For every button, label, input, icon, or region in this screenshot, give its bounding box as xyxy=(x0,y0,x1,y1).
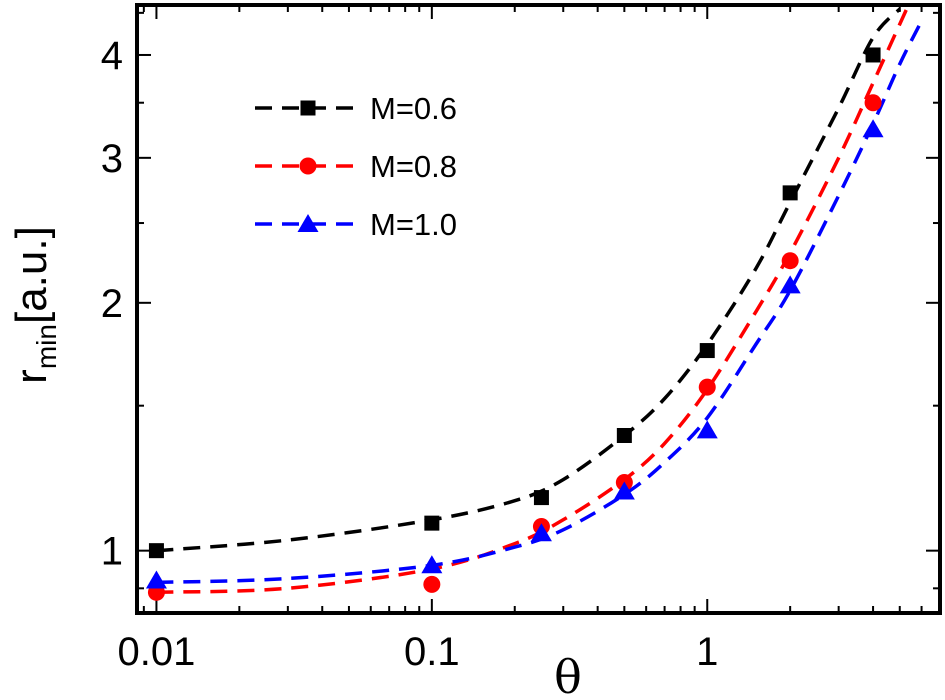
legend-label: M=0.6 xyxy=(370,91,457,126)
y-axis-label-subscript: min xyxy=(31,324,62,369)
x-axis-tick-labels: 0.01 0.1 1 xyxy=(118,630,719,674)
data-point-square xyxy=(865,47,881,63)
data-point-square xyxy=(533,490,549,506)
y-axis-tick-labels: 1 2 3 4 xyxy=(101,34,123,574)
x-axis-label: θ xyxy=(554,650,582,700)
data-point-circle xyxy=(864,94,882,112)
x-axis-ticks xyxy=(142,5,941,613)
y-tick-label: 2 xyxy=(101,282,123,326)
x-tick-label: 1 xyxy=(696,630,718,674)
data-point-square xyxy=(616,427,632,443)
data-point-square xyxy=(148,543,164,559)
y-axis-label-main: r xyxy=(7,369,56,384)
x-tick-label: 0.1 xyxy=(404,630,460,674)
plot-frame xyxy=(135,3,942,615)
y-axis-ticks xyxy=(137,11,940,590)
y-tick-label: 1 xyxy=(101,530,123,574)
x-tick-label: 0.01 xyxy=(118,630,196,674)
fit-line-circle xyxy=(156,8,909,595)
data-point-square xyxy=(699,343,715,359)
data-point-square xyxy=(782,185,798,201)
data-point-triangle xyxy=(613,481,635,500)
fit-lines xyxy=(156,7,924,595)
legend-marker-square xyxy=(300,100,316,116)
data-point-circle xyxy=(423,575,441,593)
data-point-circle xyxy=(698,378,716,396)
y-tick-label: 3 xyxy=(101,137,123,181)
y-tick-label: 4 xyxy=(101,34,123,78)
data-point-triangle xyxy=(779,275,801,294)
data-point-triangle xyxy=(862,119,884,138)
fit-line-triangle xyxy=(156,20,924,585)
y-axis-label-unit: [a.u.] xyxy=(7,226,56,324)
y-axis-label: rmin[a.u.] xyxy=(7,226,62,384)
data-point-triangle xyxy=(696,420,718,439)
data-markers xyxy=(145,47,884,601)
data-point-triangle xyxy=(421,555,443,574)
data-point-triangle xyxy=(530,523,552,542)
fit-line-square xyxy=(156,7,902,553)
legend-marker-circle xyxy=(299,157,317,175)
legend: M=0.6 M=0.8 M=1.0 xyxy=(255,91,457,242)
data-point-triangle xyxy=(145,570,167,589)
data-point-circle xyxy=(781,252,799,270)
legend-marker-triangle xyxy=(297,214,319,232)
legend-label: M=1.0 xyxy=(370,207,457,242)
data-point-square xyxy=(424,515,440,531)
legend-label: M=0.8 xyxy=(370,149,457,184)
